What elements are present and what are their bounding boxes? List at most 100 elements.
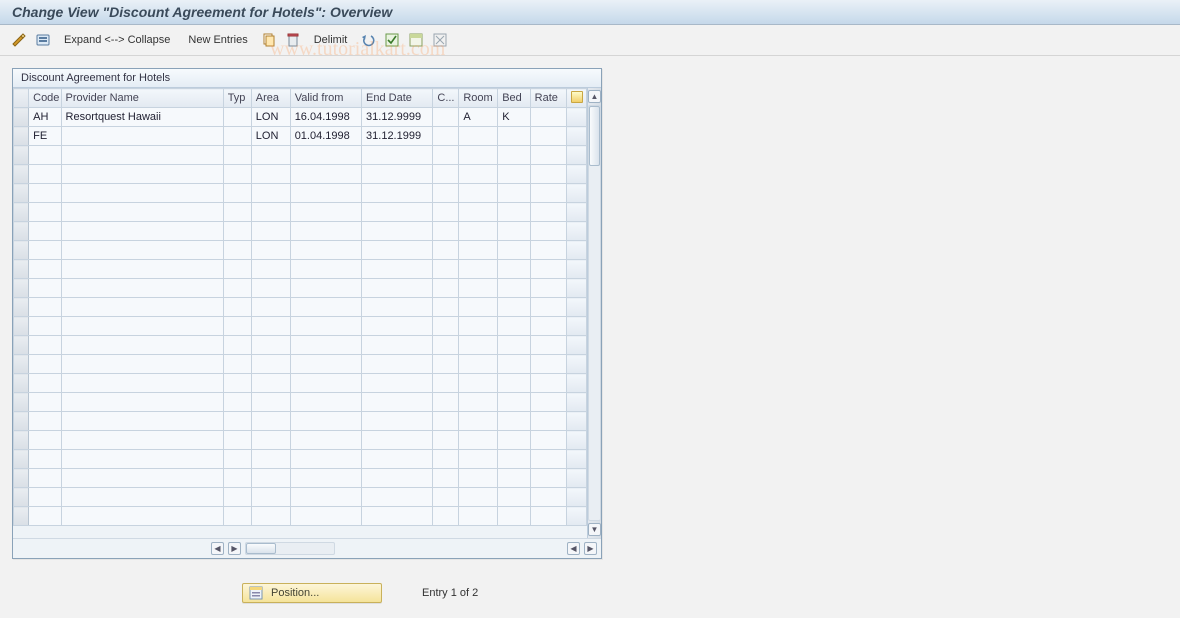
cell-valid_from[interactable] [290,298,361,317]
cell-rate[interactable] [530,203,567,222]
table-row[interactable] [14,393,587,412]
cell-bed[interactable]: K [498,108,530,127]
row-selector[interactable] [14,450,29,469]
cell-area[interactable] [251,165,290,184]
cell-rate[interactable] [530,488,567,507]
cell-provider[interactable] [61,317,223,336]
cell-valid_from[interactable] [290,184,361,203]
row-selector[interactable] [14,298,29,317]
cell-c[interactable] [433,127,459,146]
cell-bed[interactable] [498,507,530,526]
cell-typ[interactable] [223,507,251,526]
cell-typ[interactable] [223,127,251,146]
deselect-all-icon[interactable] [431,31,449,49]
cell-typ[interactable] [223,488,251,507]
cell-provider[interactable] [61,336,223,355]
cell-typ[interactable] [223,146,251,165]
cell-typ[interactable] [223,355,251,374]
cell-code[interactable] [29,488,61,507]
cell-room[interactable] [459,393,498,412]
delimit-button[interactable]: Delimit [308,32,354,48]
cell-c[interactable] [433,374,459,393]
cell-c[interactable] [433,507,459,526]
other-view-icon[interactable] [34,31,52,49]
horizontal-scroll-thumb[interactable] [246,543,276,554]
table-row[interactable] [14,450,587,469]
cell-c[interactable] [433,298,459,317]
cell-code[interactable] [29,507,61,526]
cell-code[interactable] [29,165,61,184]
cell-room[interactable] [459,336,498,355]
row-selector[interactable] [14,222,29,241]
table-row[interactable] [14,469,587,488]
position-button[interactable]: Position... [242,583,382,603]
cell-room[interactable] [459,241,498,260]
cell-area[interactable] [251,393,290,412]
col-header-area[interactable]: Area [251,89,290,108]
row-selector[interactable] [14,146,29,165]
cell-provider[interactable] [61,165,223,184]
cell-provider[interactable] [61,184,223,203]
cell-valid_from[interactable] [290,450,361,469]
table-row[interactable] [14,222,587,241]
cell-bed[interactable] [498,412,530,431]
cell-typ[interactable] [223,241,251,260]
cell-provider[interactable] [61,431,223,450]
cell-typ[interactable] [223,184,251,203]
cell-room[interactable] [459,184,498,203]
cell-area[interactable] [251,298,290,317]
cell-c[interactable] [433,450,459,469]
table-row[interactable] [14,374,587,393]
scroll-right-end-button[interactable]: ▶ [584,542,597,555]
row-selector[interactable] [14,127,29,146]
row-selector[interactable] [14,488,29,507]
row-selector[interactable] [14,317,29,336]
cell-typ[interactable] [223,431,251,450]
table-row[interactable] [14,412,587,431]
cell-area[interactable] [251,241,290,260]
cell-valid_from[interactable] [290,469,361,488]
cell-room[interactable] [459,279,498,298]
cell-room[interactable] [459,127,498,146]
undo-icon[interactable] [359,31,377,49]
select-all-icon[interactable] [383,31,401,49]
cell-provider[interactable] [61,412,223,431]
cell-typ[interactable] [223,336,251,355]
cell-end_date[interactable] [362,450,433,469]
cell-end_date[interactable] [362,260,433,279]
cell-end_date[interactable] [362,488,433,507]
cell-provider[interactable] [61,450,223,469]
cell-valid_from[interactable] [290,374,361,393]
cell-c[interactable] [433,412,459,431]
cell-end_date[interactable] [362,298,433,317]
cell-area[interactable] [251,146,290,165]
cell-end_date[interactable] [362,355,433,374]
cell-code[interactable] [29,222,61,241]
expand-collapse-button[interactable]: Expand <--> Collapse [58,32,176,48]
cell-rate[interactable] [530,298,567,317]
cell-typ[interactable] [223,317,251,336]
cell-valid_from[interactable] [290,260,361,279]
scroll-down-button[interactable]: ▼ [588,523,601,536]
cell-area[interactable] [251,203,290,222]
cell-area[interactable] [251,431,290,450]
row-selector[interactable] [14,241,29,260]
cell-area[interactable]: LON [251,127,290,146]
cell-typ[interactable] [223,374,251,393]
cell-c[interactable] [433,336,459,355]
cell-room[interactable] [459,165,498,184]
cell-provider[interactable] [61,488,223,507]
cell-code[interactable] [29,241,61,260]
cell-c[interactable] [433,393,459,412]
cell-c[interactable] [433,431,459,450]
cell-c[interactable] [433,222,459,241]
table-row[interactable] [14,146,587,165]
cell-rate[interactable] [530,374,567,393]
cell-code[interactable] [29,203,61,222]
col-header-provider[interactable]: Provider Name [61,89,223,108]
new-entries-button[interactable]: New Entries [182,32,253,48]
cell-code[interactable] [29,146,61,165]
cell-code[interactable] [29,450,61,469]
col-header-typ[interactable]: Typ [223,89,251,108]
cell-bed[interactable] [498,393,530,412]
